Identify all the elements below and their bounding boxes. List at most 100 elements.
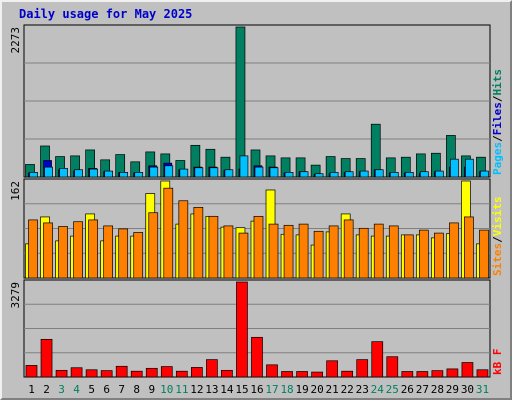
bar-sites-day-31 bbox=[479, 229, 489, 279]
bar-sites-day-8 bbox=[133, 232, 144, 279]
x-tick-label-day-9: 9 bbox=[148, 383, 155, 396]
bar-pages-day-18 bbox=[284, 172, 294, 178]
bar-pages-day-14 bbox=[224, 169, 234, 178]
legend-entry-kb-f: kB F bbox=[491, 349, 504, 376]
legend-entry-visits: Visits bbox=[491, 197, 504, 237]
bar-sites-day-1 bbox=[28, 219, 38, 279]
bar-pages-day-31 bbox=[480, 170, 489, 178]
bar-pages-day-6 bbox=[104, 170, 114, 178]
x-tick-label-day-25: 25 bbox=[386, 383, 399, 396]
bar-kb-f-day-22 bbox=[341, 370, 354, 378]
bar-pages-day-3 bbox=[59, 168, 68, 178]
x-tick-label-day-27: 27 bbox=[416, 383, 429, 396]
bar-pages-day-21 bbox=[329, 172, 339, 178]
bar-pages-day-5 bbox=[89, 168, 98, 178]
bar-kb-f-day-10 bbox=[160, 366, 173, 378]
x-tick-label-day-28: 28 bbox=[431, 383, 444, 396]
x-tick-label-day-3: 3 bbox=[58, 383, 65, 396]
bar-kb-f-day-6 bbox=[100, 370, 113, 378]
bar-sites-day-20 bbox=[313, 230, 324, 279]
panel-max-label: 162 bbox=[9, 181, 22, 201]
bar-pages-day-8 bbox=[134, 172, 144, 178]
bar-pages-day-17 bbox=[269, 167, 279, 178]
bar-pages-day-9 bbox=[149, 166, 159, 178]
bar-sites-day-19 bbox=[298, 223, 309, 279]
legend-entry-pages: Pages bbox=[491, 142, 504, 175]
x-tick-label-day-2: 2 bbox=[43, 383, 50, 396]
legend-separator: / bbox=[491, 236, 504, 243]
bar-kb-f-day-23 bbox=[356, 359, 369, 378]
x-tick-label-day-15: 15 bbox=[235, 383, 248, 396]
x-tick-label-day-14: 14 bbox=[220, 383, 234, 396]
bar-kb-f-day-28 bbox=[431, 370, 444, 378]
bar-pages-day-10 bbox=[164, 165, 174, 178]
bar-sites-day-14 bbox=[223, 225, 234, 279]
bar-pages-day-26 bbox=[404, 172, 414, 178]
bar-sites-day-21 bbox=[328, 225, 339, 279]
bar-pages-day-23 bbox=[359, 170, 369, 178]
panel-max-label: 2273 bbox=[9, 27, 22, 54]
x-tick-label-day-11: 11 bbox=[175, 383, 188, 396]
bar-pages-day-27 bbox=[419, 171, 429, 178]
x-tick-label-day-12: 12 bbox=[190, 383, 203, 396]
legend-entry-sites: Sites bbox=[491, 243, 504, 276]
x-tick-label-day-1: 1 bbox=[28, 383, 35, 396]
bar-sites-day-13 bbox=[208, 215, 219, 279]
bar-sites-day-27 bbox=[418, 229, 429, 279]
bar-sites-day-9 bbox=[148, 212, 159, 279]
bar-kb-f-day-14 bbox=[221, 369, 233, 378]
bar-sites-day-7 bbox=[118, 228, 129, 279]
bar-sites-day-17 bbox=[268, 223, 279, 279]
bar-sites-day-30 bbox=[464, 216, 474, 279]
bar-pages-day-24 bbox=[374, 169, 384, 178]
bar-kb-f-day-7 bbox=[115, 365, 128, 378]
bar-pages-day-29 bbox=[450, 158, 459, 178]
bar-sites-day-2 bbox=[43, 222, 53, 279]
bar-kb-f-day-21 bbox=[326, 360, 338, 378]
bar-sites-day-22 bbox=[343, 219, 354, 279]
bar-kb-f-day-3 bbox=[55, 369, 68, 378]
bar-kb-f-day-20 bbox=[311, 371, 323, 378]
x-tick-label-day-23: 23 bbox=[356, 383, 369, 396]
bar-kb-f-day-12 bbox=[191, 367, 203, 378]
x-tick-label-day-18: 18 bbox=[280, 383, 293, 396]
bar-pages-day-4 bbox=[74, 169, 83, 178]
bar-kb-f-day-8 bbox=[130, 370, 143, 378]
bar-kb-f-day-9 bbox=[145, 367, 158, 378]
bar-pages-day-13 bbox=[209, 167, 219, 178]
x-tick-label-day-30: 30 bbox=[461, 383, 474, 396]
x-tick-label-day-22: 22 bbox=[341, 383, 354, 396]
x-tick-label-day-31: 31 bbox=[476, 383, 489, 396]
x-tick-label-day-21: 21 bbox=[326, 383, 339, 396]
bar-pages-day-20 bbox=[314, 173, 324, 178]
x-tick-label-day-5: 5 bbox=[88, 383, 95, 396]
x-tick-label-day-4: 4 bbox=[73, 383, 80, 396]
bar-kb-f-day-24 bbox=[371, 341, 384, 378]
bar-kb-f-day-4 bbox=[70, 367, 83, 378]
bar-kb-f-day-11 bbox=[175, 370, 188, 378]
legend-separator: / bbox=[491, 135, 504, 142]
bar-pages-day-2 bbox=[44, 166, 53, 178]
bar-sites-day-11 bbox=[178, 200, 189, 279]
bar-pages-day-25 bbox=[389, 172, 399, 178]
bar-pages-day-1 bbox=[29, 172, 38, 178]
bar-sites-day-25 bbox=[388, 225, 399, 279]
bar-sites-day-15 bbox=[238, 232, 249, 279]
bar-kb-f-day-17 bbox=[266, 364, 278, 378]
x-tick-label-day-29: 29 bbox=[446, 383, 459, 396]
bar-sites-day-23 bbox=[358, 227, 369, 279]
bar-kb-f-day-30 bbox=[461, 362, 474, 378]
bar-sites-day-24 bbox=[373, 223, 384, 279]
legend-hits-files-pages: Pages/Files/Hits bbox=[491, 69, 504, 175]
bar-kb-f-day-2 bbox=[40, 338, 53, 378]
legend-entry-files: Files bbox=[491, 102, 504, 135]
chart-title: Daily usage for May 2025 bbox=[19, 7, 193, 21]
x-tick-label-day-19: 19 bbox=[295, 383, 308, 396]
bar-kb-f-day-13 bbox=[206, 359, 218, 378]
bar-pages-day-28 bbox=[435, 170, 444, 178]
panel-max-label: 3279 bbox=[9, 282, 22, 309]
bar-kb-f-day-15 bbox=[236, 281, 248, 378]
bar-kb-f-day-5 bbox=[85, 369, 98, 378]
legend-kbytes: kB F bbox=[491, 349, 504, 376]
bar-sites-day-28 bbox=[434, 232, 444, 279]
